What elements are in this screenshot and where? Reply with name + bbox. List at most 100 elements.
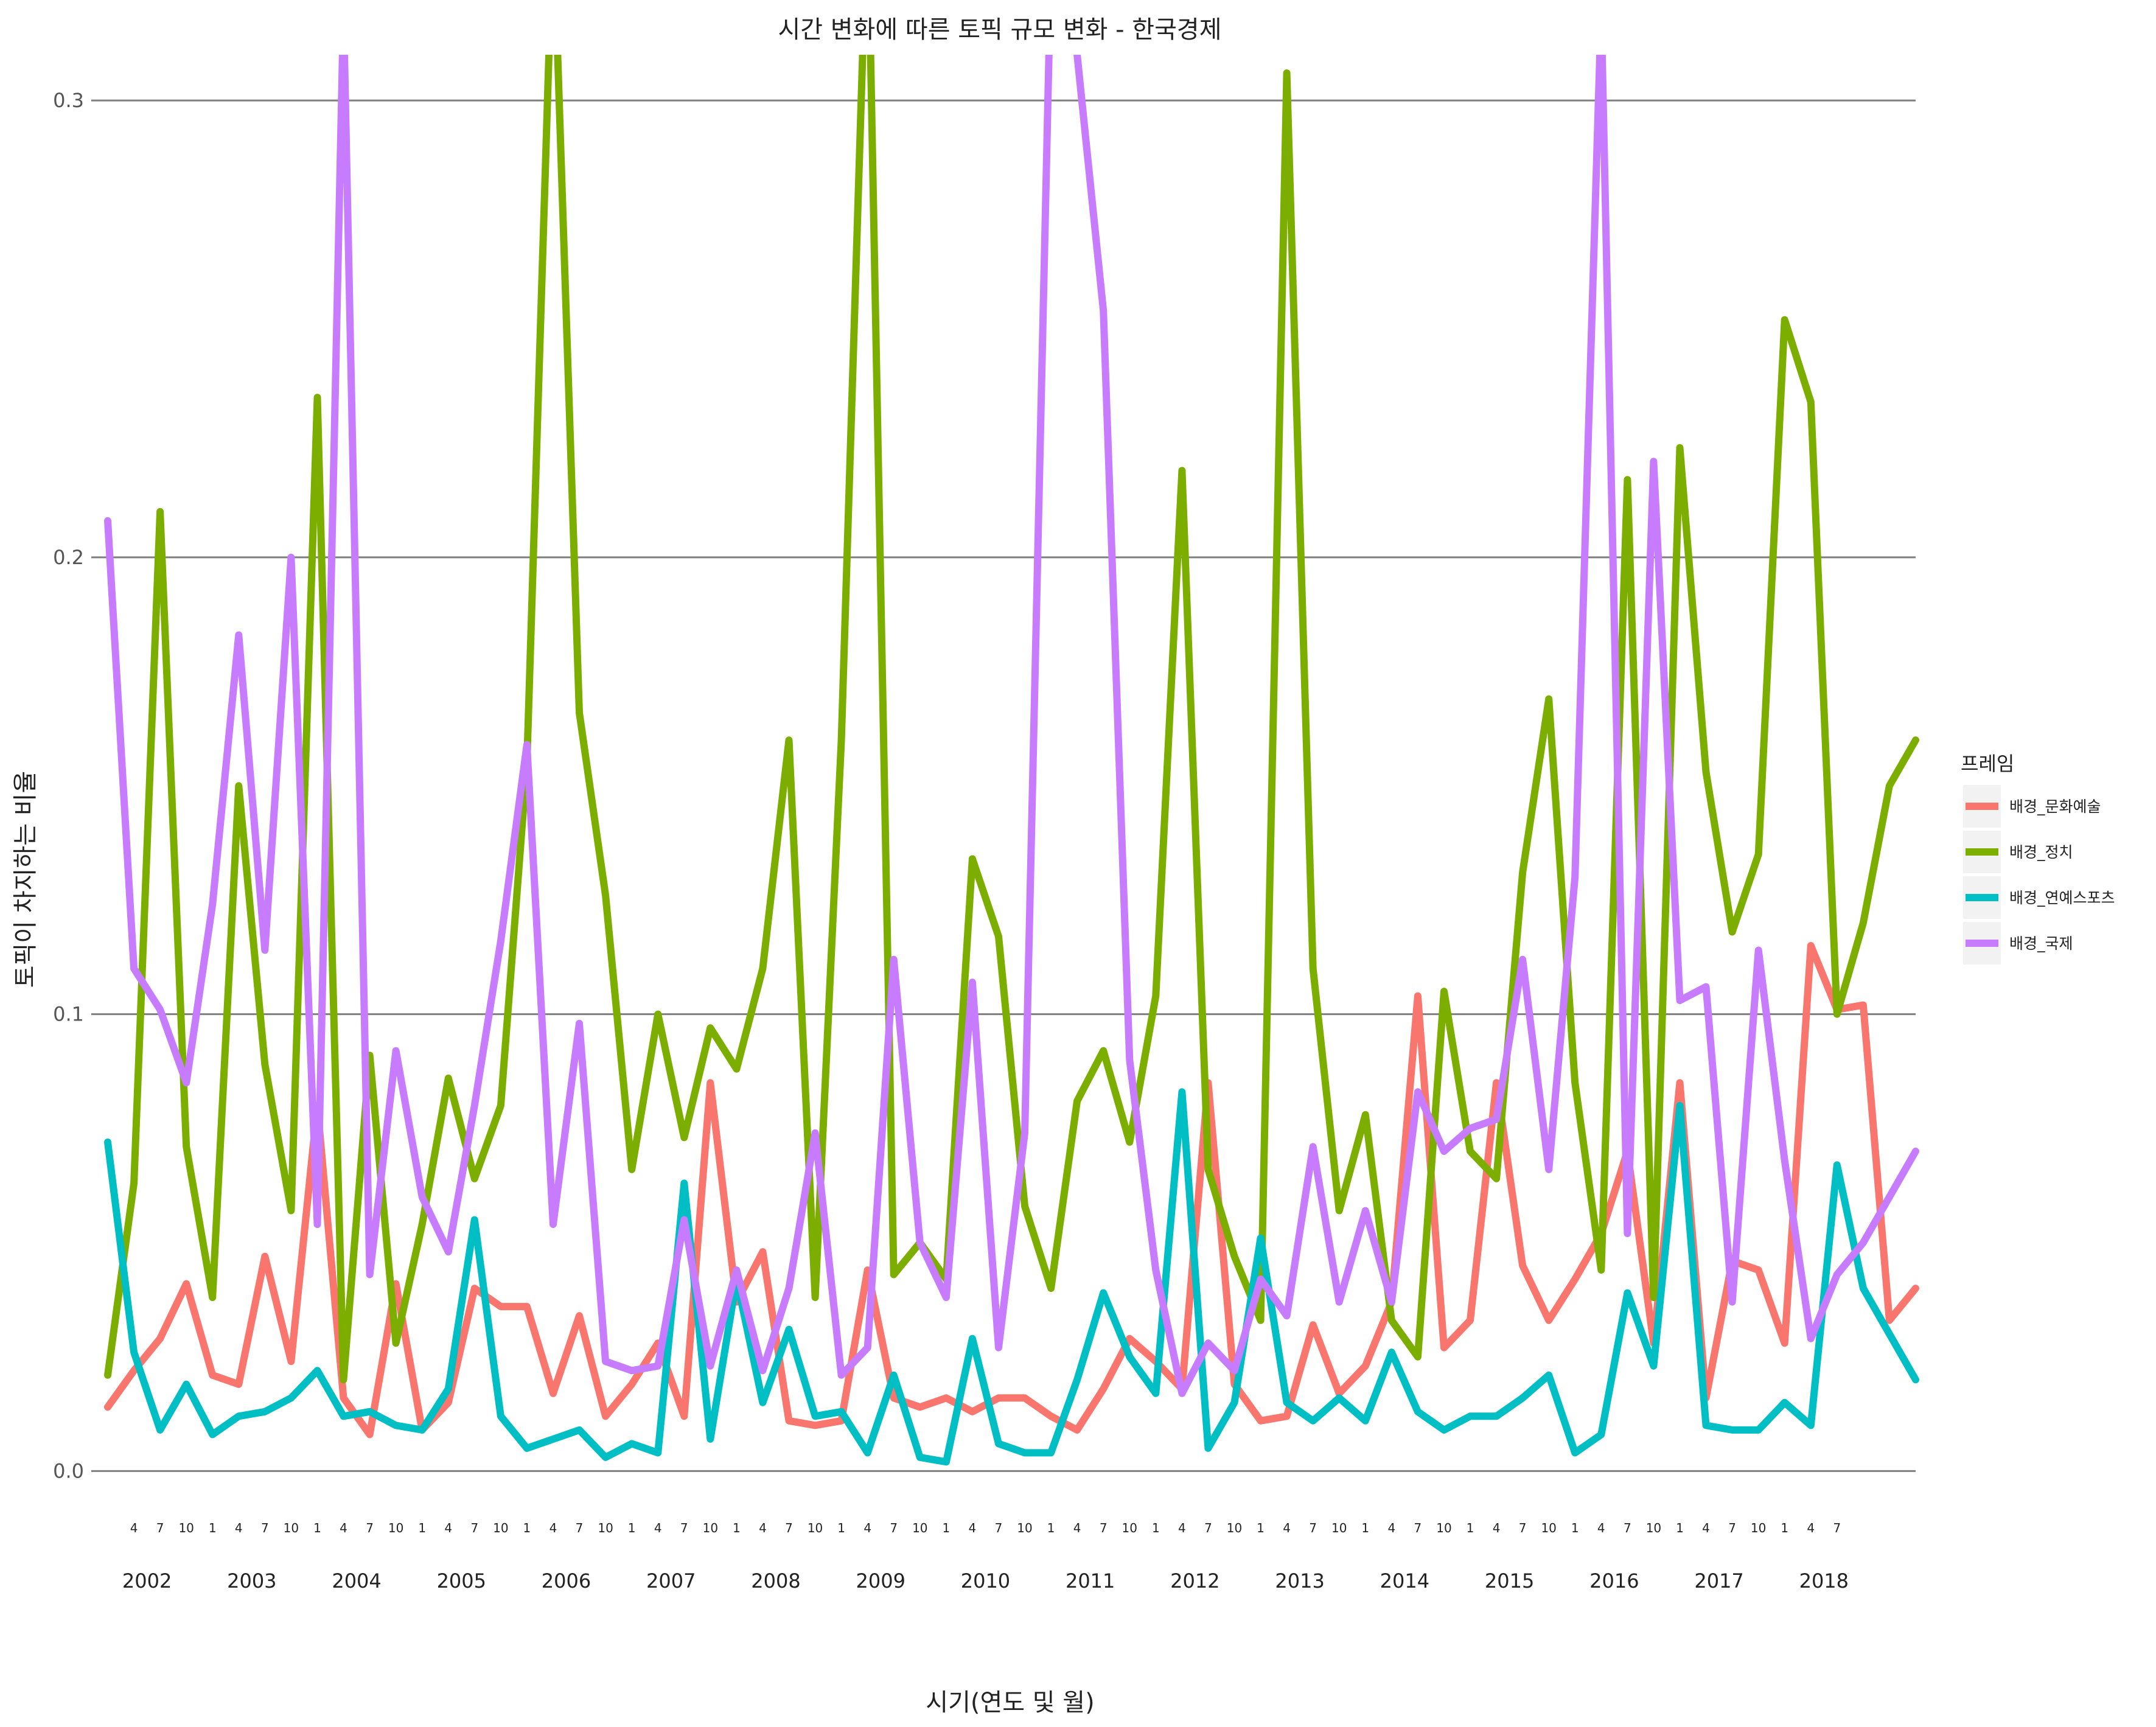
x-month-tick-label: 1 — [837, 1521, 845, 1535]
x-month-tick-label: 1 — [1676, 1521, 1684, 1535]
legend-title: 프레임 — [1961, 752, 2014, 775]
x-month-tick-label: 4 — [1807, 1521, 1815, 1535]
x-month-tick-label: 4 — [1597, 1521, 1605, 1535]
y-tick-label: 0.1 — [53, 1003, 84, 1026]
x-axis-label: 시기(연도 및 월) — [926, 1689, 1094, 1717]
legend-item: 배경_국제 — [1963, 922, 2073, 965]
x-year-tick-label: 2006 — [542, 1569, 591, 1593]
series-line-배경_문화예술 — [104, 942, 1919, 1439]
x-month-tick-label: 1 — [1781, 1521, 1788, 1535]
x-month-tick-label: 4 — [759, 1521, 767, 1535]
x-month-tick-label: 1 — [523, 1521, 531, 1535]
x-month-tick-label: 1 — [1571, 1521, 1579, 1535]
x-month-tick-label: 7 — [1100, 1521, 1108, 1535]
legend-label: 배경_정치 — [2009, 843, 2073, 861]
x-month-tick-label: 10 — [1017, 1521, 1032, 1535]
x-month-tick-label: 10 — [808, 1521, 823, 1535]
x-month-tick-label: 10 — [284, 1521, 299, 1535]
x-month-tick-label: 10 — [1646, 1521, 1661, 1535]
series-line-배경_국제 — [104, 55, 1919, 1397]
x-month-tick-label: 4 — [130, 1521, 138, 1535]
y-axis-ticks: 0.0 0.1 0.2 0.3 — [53, 89, 84, 1482]
y-axis-label: 토픽이 차지하는 비율 — [12, 771, 40, 988]
x-year-tick-label: 2014 — [1380, 1569, 1429, 1593]
x-month-tick-label: 1 — [1047, 1521, 1055, 1535]
x-month-tick-label: 4 — [654, 1521, 662, 1535]
x-month-tick-label: 10 — [388, 1521, 403, 1535]
x-month-tick-label: 10 — [1751, 1521, 1766, 1535]
x-year-tick-label: 2018 — [1799, 1569, 1849, 1593]
x-year-tick-label: 2011 — [1066, 1569, 1115, 1593]
x-year-tick-label: 2008 — [751, 1569, 800, 1593]
x-month-tick-label: 7 — [1414, 1521, 1422, 1535]
legend-item: 배경_연예스포츠 — [1963, 876, 2115, 919]
x-axis-ticks: 4 7 10 1 4 7 10 1 4 7 10 1 4 7 10 1 4 7 10 1 4 7 10 1 4 7 10 1 4 7 10 1… — [122, 1521, 1849, 1593]
x-month-tick-label: 4 — [1493, 1521, 1501, 1535]
x-month-tick-label: 7 — [261, 1521, 269, 1535]
x-year-tick-label: 2017 — [1694, 1569, 1743, 1593]
x-month-tick-label: 1 — [313, 1521, 321, 1535]
x-month-tick-label: 7 — [785, 1521, 793, 1535]
legend-label: 배경_국제 — [2009, 935, 2073, 952]
x-month-tick-label: 7 — [1309, 1521, 1317, 1535]
x-month-tick-label: 7 — [890, 1521, 898, 1535]
x-month-tick-label: 7 — [1833, 1521, 1841, 1535]
x-month-tick-label: 10 — [1541, 1521, 1556, 1535]
y-tick-label: 0.3 — [53, 89, 84, 112]
x-month-tick-label: 10 — [178, 1521, 194, 1535]
x-year-tick-label: 2010 — [961, 1569, 1010, 1593]
x-month-tick-label: 7 — [1728, 1521, 1736, 1535]
x-year-tick-label: 2012 — [1170, 1569, 1219, 1593]
x-month-tick-label: 4 — [1702, 1521, 1710, 1535]
legend-label: 배경_연예스포츠 — [2009, 889, 2115, 907]
x-month-tick-label: 10 — [912, 1521, 927, 1535]
x-month-tick-label: 7 — [1519, 1521, 1527, 1535]
x-month-tick-label: 4 — [235, 1521, 243, 1535]
x-month-tick-label: 4 — [1283, 1521, 1291, 1535]
x-year-tick-label: 2007 — [646, 1569, 696, 1593]
x-year-tick-label: 2004 — [332, 1569, 381, 1593]
series-line-배경_연예스포츠 — [104, 1088, 1919, 1466]
x-month-tick-label: 1 — [733, 1521, 741, 1535]
x-month-tick-label: 7 — [680, 1521, 688, 1535]
x-month-tick-label: 1 — [1152, 1521, 1160, 1535]
x-month-tick-label: 7 — [576, 1521, 584, 1535]
y-tick-label: 0.2 — [53, 546, 84, 569]
x-month-tick-label: 7 — [995, 1521, 1003, 1535]
x-month-tick-label: 7 — [1204, 1521, 1212, 1535]
x-month-tick-label: 7 — [156, 1521, 164, 1535]
x-month-tick-label: 1 — [942, 1521, 950, 1535]
x-month-tick-label: 1 — [1361, 1521, 1369, 1535]
x-month-tick-label: 10 — [598, 1521, 613, 1535]
x-month-tick-label: 7 — [470, 1521, 478, 1535]
legend-item: 배경_문화예술 — [1963, 785, 2101, 828]
x-month-tick-label: 1 — [1467, 1521, 1474, 1535]
x-month-tick-label: 1 — [1257, 1521, 1265, 1535]
x-year-tick-label: 2003 — [227, 1569, 276, 1593]
x-year-tick-label: 2002 — [122, 1569, 172, 1593]
x-month-tick-label: 10 — [1436, 1521, 1451, 1535]
x-year-tick-label: 2015 — [1485, 1569, 1534, 1593]
x-month-tick-label: 1 — [418, 1521, 426, 1535]
x-month-tick-label: 4 — [969, 1521, 977, 1535]
x-year-tick-label: 2005 — [437, 1569, 486, 1593]
y-tick-label: 0.0 — [53, 1459, 84, 1482]
x-month-tick-label: 10 — [1331, 1521, 1347, 1535]
x-month-tick-label: 10 — [703, 1521, 718, 1535]
x-month-tick-label: 7 — [366, 1521, 374, 1535]
x-month-tick-label: 7 — [1624, 1521, 1631, 1535]
x-month-tick-label: 10 — [1227, 1521, 1242, 1535]
x-month-tick-label: 1 — [209, 1521, 217, 1535]
x-month-tick-label: 4 — [1387, 1521, 1395, 1535]
x-year-tick-label: 2013 — [1275, 1569, 1324, 1593]
series-line-배경_정치 — [104, 55, 1919, 1384]
x-month-tick-label: 4 — [444, 1521, 452, 1535]
x-month-tick-label: 4 — [340, 1521, 347, 1535]
series-lines — [104, 55, 1919, 1466]
x-month-tick-label: 1 — [628, 1521, 636, 1535]
x-year-tick-label: 2009 — [856, 1569, 905, 1593]
legend-item: 배경_정치 — [1963, 831, 2073, 873]
x-month-tick-label: 4 — [1178, 1521, 1186, 1535]
